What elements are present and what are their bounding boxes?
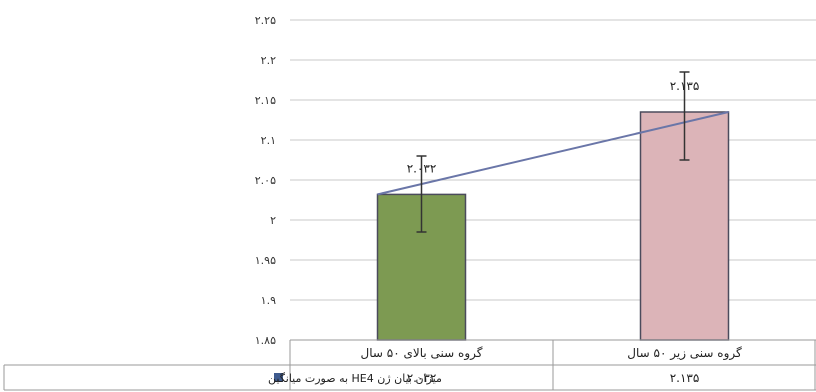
category-label: گروه سنی زیر ۵۰ سال <box>627 346 742 361</box>
table-value: ۲.۰۳۲ <box>407 371 437 385</box>
data-label: ۲.۰۳۲ <box>407 161 437 175</box>
category-label: گروه سنی بالای ۵۰ سال <box>361 346 483 361</box>
y-tick-label: ۲.۲ <box>261 54 276 67</box>
data-label: ۲.۱۳۵ <box>670 79 700 93</box>
data-table: گروه سنی بالای ۵۰ سال ۲.۰۳۲ گروه سنی زیر ۵… <box>3 339 816 391</box>
y-tick-label: ۱.۸۵ <box>255 334 276 347</box>
y-tick-label: ۱.۹۵ <box>255 254 276 267</box>
bars <box>376 111 730 341</box>
legend-series-name: میزان بیان ژن HE4 به صورت میانگین <box>268 372 442 385</box>
data-labels: ۲.۰۳۲ ۲.۱۳۵ <box>407 79 700 175</box>
legend-marker <box>274 373 283 382</box>
y-tick-label: ۲.۲۵ <box>255 14 276 27</box>
error-bars <box>416 71 690 233</box>
y-tick-label: ۲.۱۵ <box>255 94 276 107</box>
trend-line-group <box>377 111 729 196</box>
y-axis-ticks: ۱.۸۵ ۱.۹ ۱.۹۵ ۲ ۲.۰۵ ۲.۱ ۲.۱۵ ۲.۲ ۲.۲۵ <box>255 14 276 347</box>
table-value: ۲.۱۳۵ <box>670 371 700 385</box>
y-tick-label: ۲.۱ <box>261 134 276 147</box>
trend-line <box>377 111 729 196</box>
gridlines <box>290 19 816 301</box>
y-tick-label: ۲ <box>270 214 276 227</box>
y-tick-label: ۲.۰۵ <box>255 174 276 187</box>
y-tick-label: ۱.۹ <box>261 294 276 307</box>
